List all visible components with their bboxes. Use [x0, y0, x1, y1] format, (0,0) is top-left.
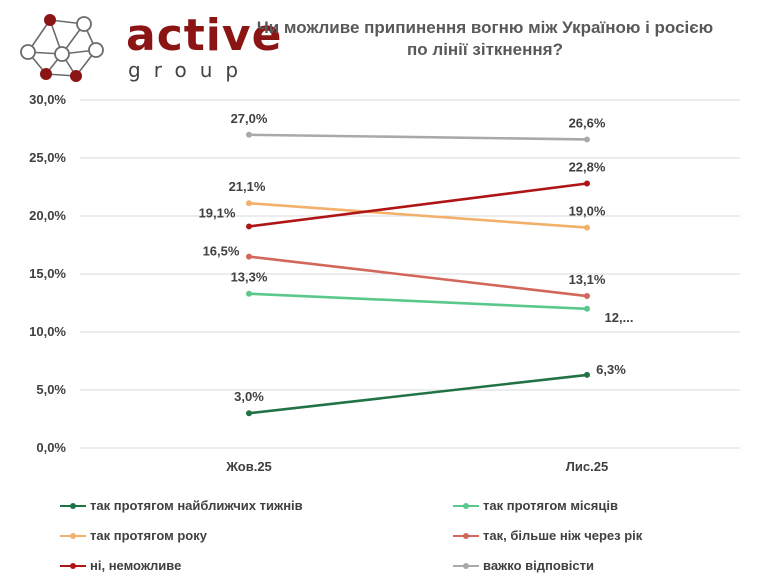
logo-node: [88, 42, 104, 58]
y-tick-label: 15,0%: [29, 266, 66, 281]
data-label: 19,0%: [569, 204, 606, 219]
chart-series: [246, 131, 590, 417]
data-point: [584, 180, 590, 187]
series-line: [248, 373, 588, 415]
logo-node: [44, 14, 56, 26]
chart-gridlines: [80, 99, 740, 449]
series-line: [248, 292, 588, 311]
y-tick-label: 5,0%: [36, 382, 66, 397]
data-label: 6,3%: [596, 362, 626, 377]
data-label: 19,1%: [199, 205, 236, 220]
chart-data-labels: 3,0% 6,3% 13,3% 12,... 21,1% 19,0% 16,5% 13,1% 1…: [199, 111, 634, 404]
chart-title-line-2: по лінії зіткнення?: [407, 40, 563, 59]
legend-item: так протягом місяців: [453, 498, 618, 513]
legend-label: так протягом року: [90, 528, 207, 543]
data-point: [246, 290, 252, 297]
logo-node: [70, 70, 82, 82]
data-point: [584, 136, 590, 143]
logo-node: [20, 44, 36, 60]
y-tick-label: 30,0%: [29, 92, 66, 107]
x-tick-label: Жов.25: [225, 459, 272, 474]
data-point: [246, 410, 252, 417]
y-tick-label: 0,0%: [36, 440, 66, 455]
y-axis-ticks: 0,0% 5,0% 10,0% 15,0% 20,0% 25,0% 30,0%: [29, 92, 66, 455]
data-point: [246, 253, 252, 260]
data-label: 26,6%: [569, 115, 606, 130]
y-tick-label: 20,0%: [29, 208, 66, 223]
legend-label: ні, неможливе: [90, 558, 182, 573]
legend-item: ні, неможливе: [60, 558, 181, 573]
legend-line-icon: [453, 532, 479, 539]
series-line: [248, 201, 588, 229]
y-tick-label: 25,0%: [29, 150, 66, 165]
legend-item: так, більше ніж через рік: [453, 528, 642, 543]
legend-line-icon: [60, 502, 86, 509]
x-axis-ticks: Жов.25 Лис.25: [225, 459, 608, 474]
legend-label: так, більше ніж через рік: [483, 528, 643, 543]
brand-name: active: [126, 10, 283, 61]
data-label: 3,0%: [234, 389, 264, 404]
y-tick-label: 10,0%: [29, 324, 66, 339]
legend-label: так протягом найближчих тижнів: [90, 498, 303, 513]
legend-label: важко відповісти: [483, 558, 594, 573]
data-label: 12,...: [605, 310, 634, 325]
data-label: 13,3%: [231, 270, 268, 285]
legend-label: так протягом місяців: [483, 498, 618, 513]
data-label: 13,1%: [569, 272, 606, 287]
data-point: [246, 131, 252, 138]
series-line: [248, 133, 588, 141]
series-line: [248, 255, 588, 298]
data-point: [246, 200, 252, 207]
legend-line-icon: [453, 562, 479, 569]
data-label: 22,8%: [569, 160, 606, 175]
data-label: 16,5%: [203, 244, 240, 259]
legend-item: важко відповісти: [453, 558, 594, 573]
data-point: [246, 223, 252, 230]
brand-subtitle: group: [128, 58, 252, 82]
data-label: 27,0%: [231, 111, 268, 126]
legend-line-icon: [60, 562, 86, 569]
brand-logo: active group: [18, 8, 281, 86]
x-tick-label: Лис.25: [566, 459, 608, 474]
data-point: [584, 224, 590, 231]
legend-line-icon: [60, 532, 86, 539]
data-point: [584, 305, 590, 312]
legend-item: так протягом найближчих тижнів: [60, 498, 303, 513]
network-logo-icon: [20, 14, 104, 82]
series-line: [248, 182, 588, 228]
data-label: 21,1%: [229, 179, 266, 194]
chart-title-line-1: Чи можливе припинення вогню між Україною…: [256, 18, 714, 37]
data-point: [584, 293, 590, 300]
legend-line-icon: [453, 502, 479, 509]
chart-title: Чи можливе припинення вогню між Україною…: [250, 17, 720, 61]
logo-node: [40, 68, 52, 80]
line-chart: 0,0% 5,0% 10,0% 15,0% 20,0% 25,0% 30,0% Жов.25…: [29, 92, 740, 474]
legend-item: так протягом року: [60, 528, 207, 543]
data-point: [584, 371, 590, 378]
logo-node: [54, 46, 70, 62]
logo-node: [76, 16, 92, 32]
